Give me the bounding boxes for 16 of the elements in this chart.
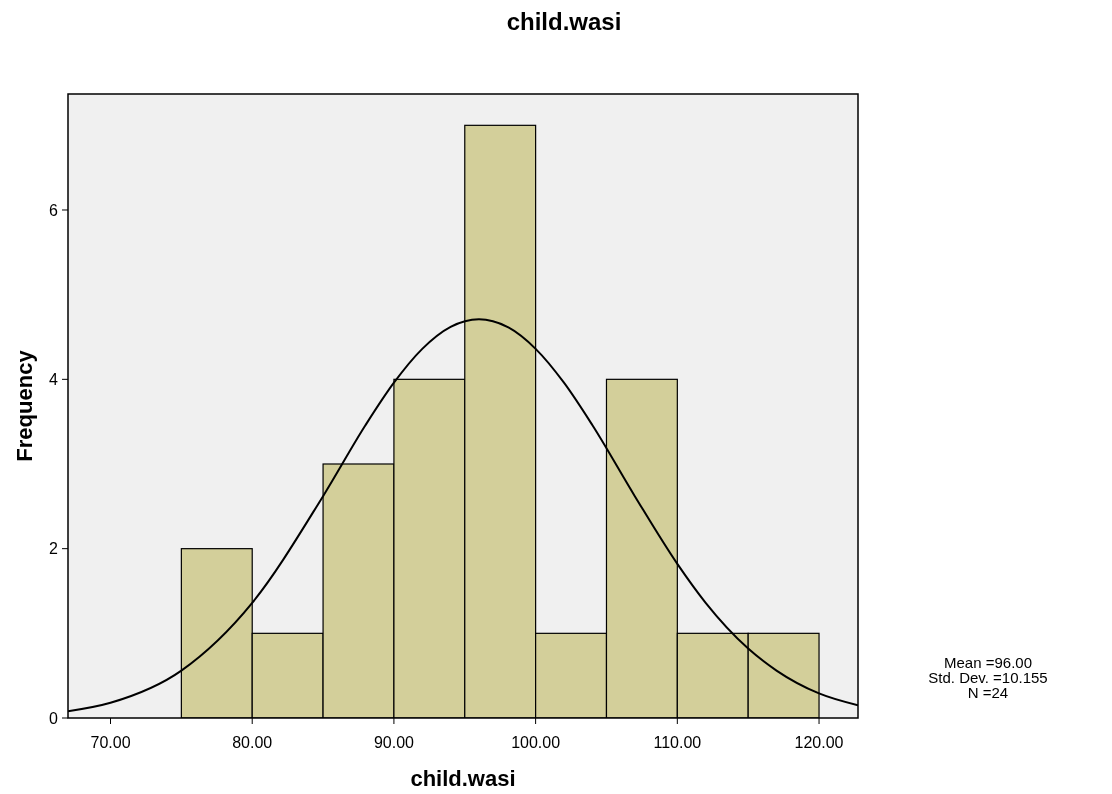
y-tick-label: 6 [49, 201, 59, 219]
x-tick-label: 90.00 [373, 734, 415, 751]
y-tick-label: 4 [49, 370, 59, 388]
x-tick-label: 80.00 [232, 734, 273, 751]
x-axis-title: child.wasi [410, 766, 516, 791]
chart-title: child.wasi [506, 8, 622, 35]
y-tick-label: 2 [49, 540, 59, 558]
text: Mean =96.00 [944, 654, 1032, 671]
x-tick-label: 120.00 [794, 734, 844, 751]
text: Std. Dev. =10.155 [928, 669, 1048, 686]
y-axis-title: Frequency [12, 349, 37, 462]
x-tick-label: 70.00 [90, 734, 131, 751]
y-tick-label: 0 [49, 709, 59, 727]
text: N =24 [967, 684, 1009, 701]
x-tick-label: 100.00 [511, 734, 561, 751]
x-tick-label: 110.00 [653, 734, 702, 751]
